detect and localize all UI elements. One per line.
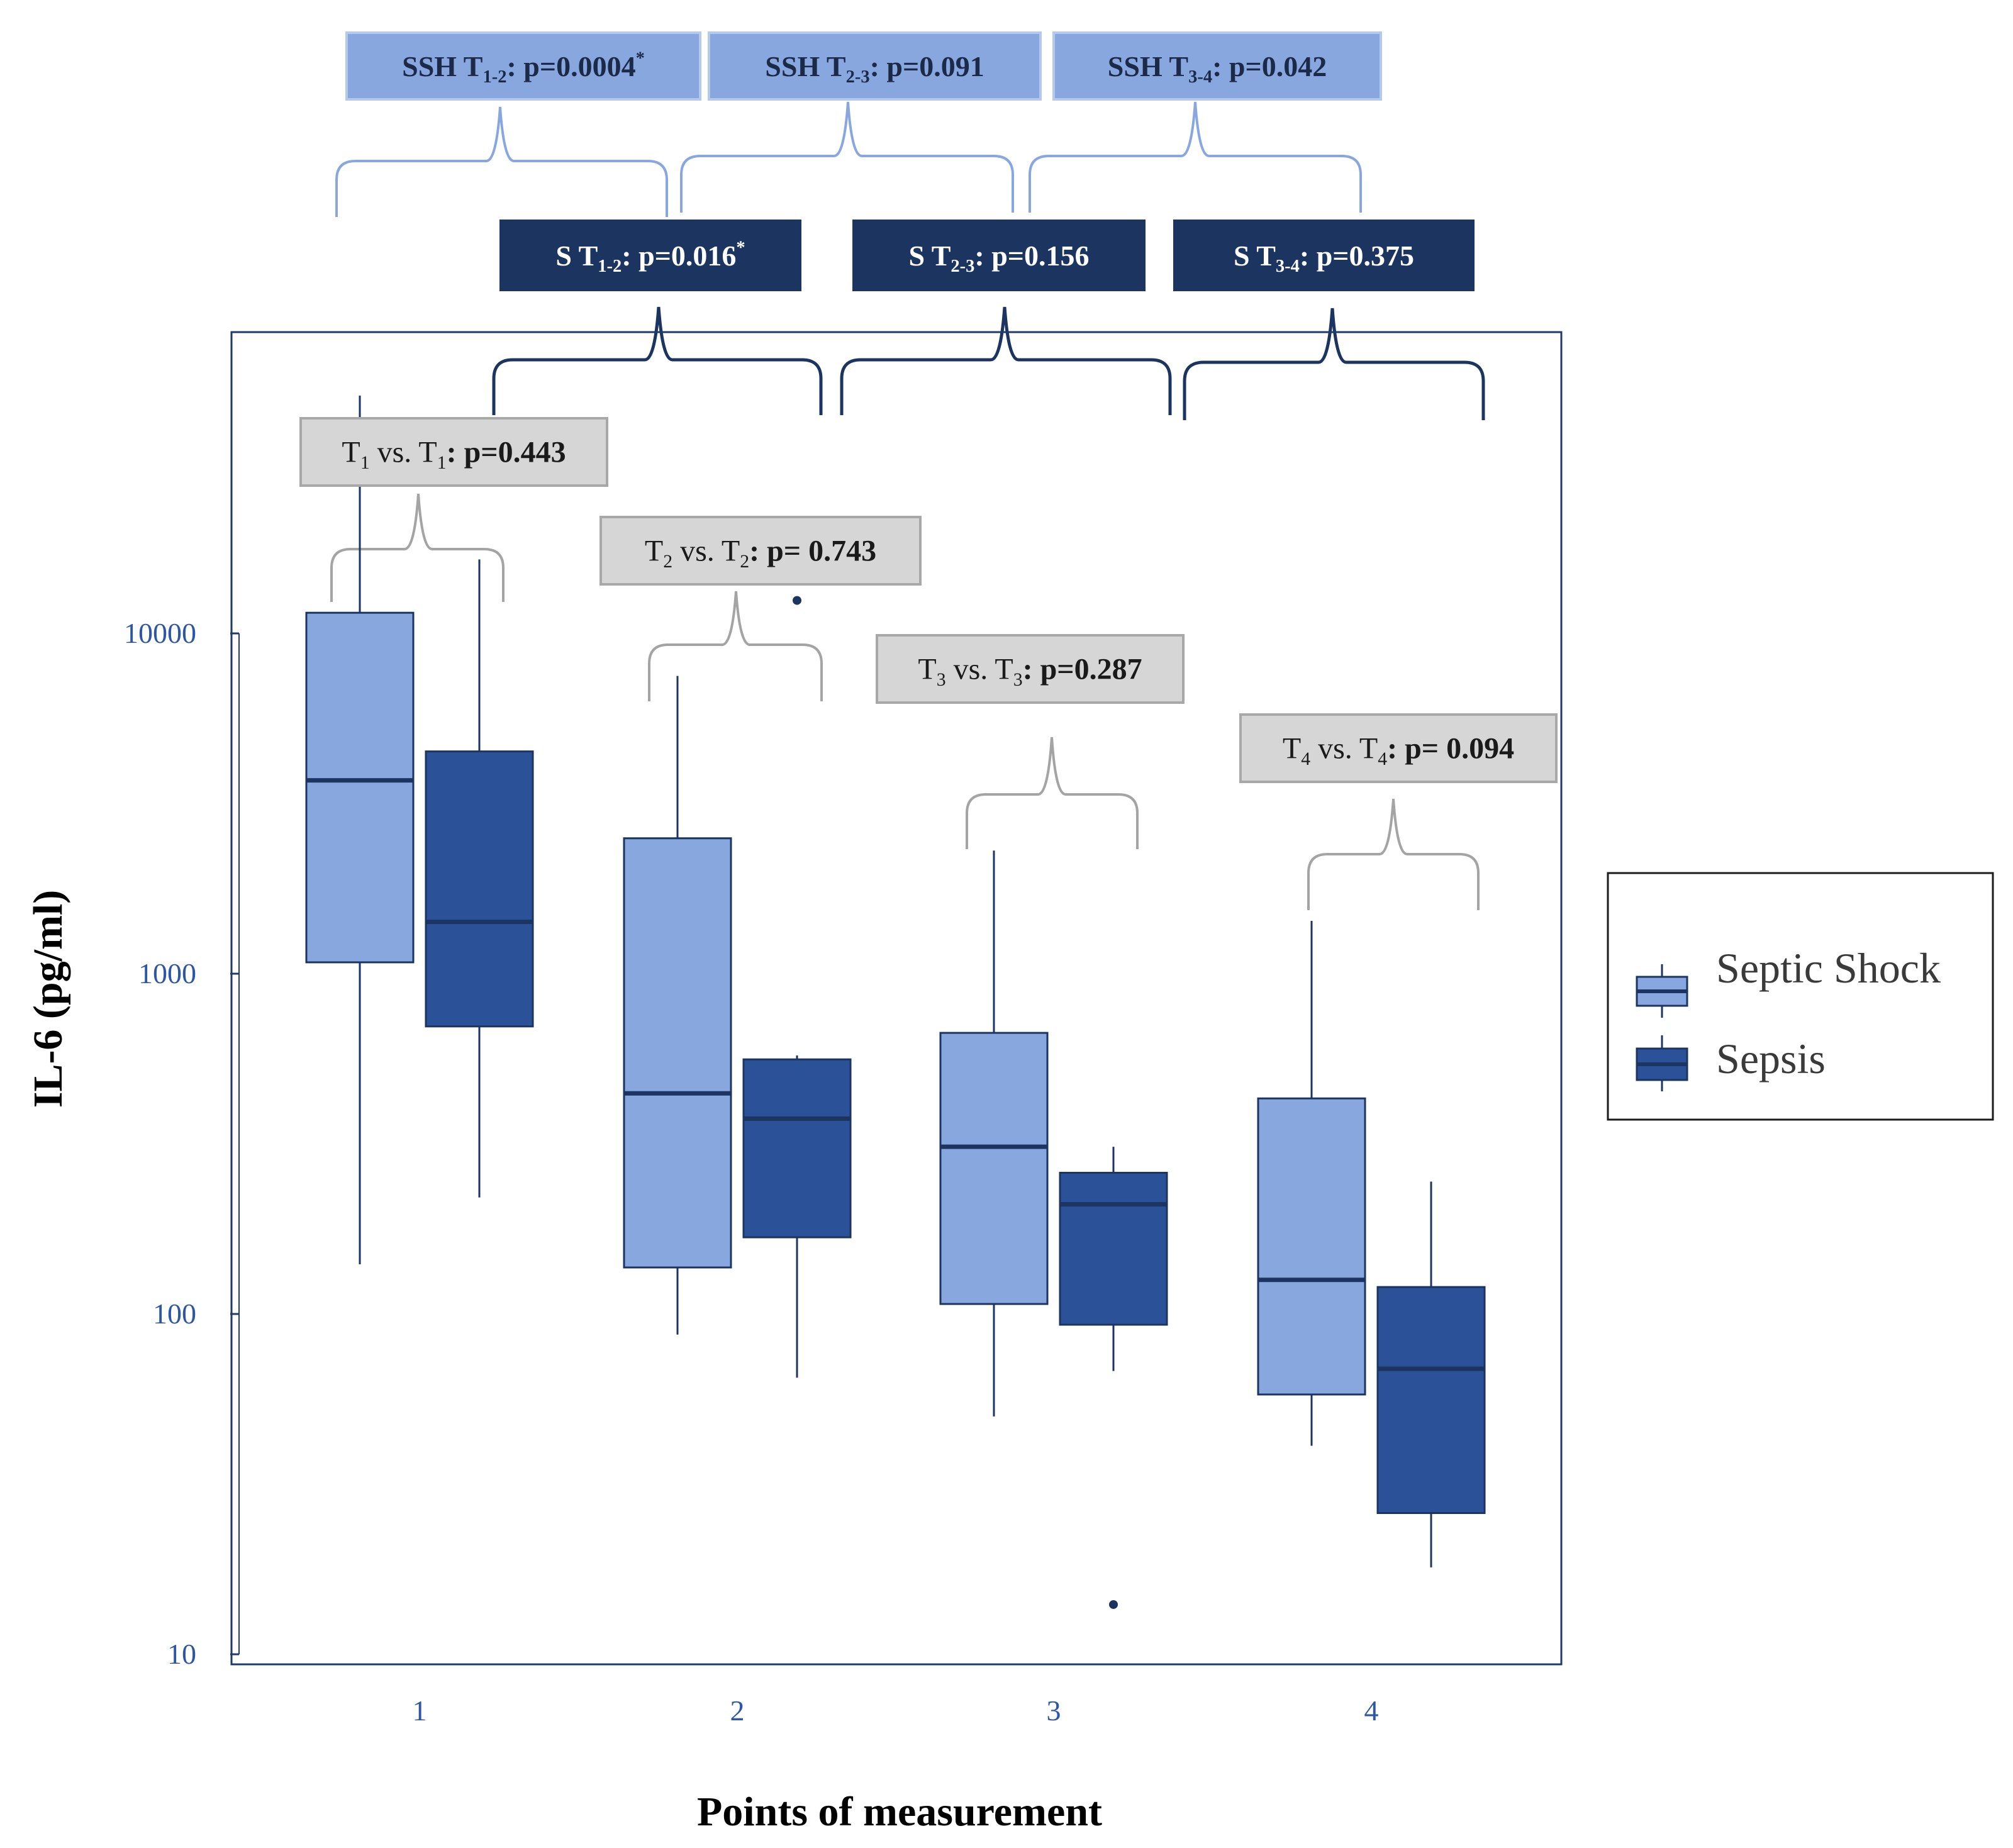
label-s-between: S T2-3: p=0.156 [852, 220, 1146, 291]
bracket-t3-vs-t3 [966, 737, 1139, 849]
label-group-comparison-box [299, 417, 608, 487]
label-ssh-between: SSH T2-3: p=0.091 [708, 31, 1042, 101]
sepsis-box [742, 1058, 852, 1238]
x-tick-label: 2 [730, 1695, 745, 1727]
label-s-between-box [852, 220, 1146, 291]
label-s-between: S T1-2: p=0.016* [499, 220, 801, 291]
y-tick-label: 100 [153, 1298, 196, 1330]
label-group-comparison-text: T4 vs. T4: p= 0.094 [1283, 732, 1514, 770]
septic-shock-box [1257, 1097, 1366, 1396]
sepsis-box [1059, 1171, 1168, 1326]
legend: Septic Shock Sepsis [1607, 872, 1994, 1121]
x-tick-label: 3 [1047, 1695, 1061, 1727]
label-group-comparison-text: T2 vs. T2: p= 0.743 [645, 535, 876, 572]
y-axis: 10 100 1000 10000 [124, 617, 240, 1670]
bracket-t4-vs-t4 [1307, 798, 1480, 910]
x-tick-label: 1 [413, 1695, 427, 1727]
label-group-comparison-text: T3 vs. T3: p=0.287 [918, 653, 1142, 691]
sepsis-outlier [793, 596, 801, 605]
label-group-comparison-box [599, 516, 922, 586]
label-group-comparison: T3 vs. T3: p=0.287 [876, 634, 1185, 704]
bracket-ssh-t3-4 [1029, 101, 1362, 213]
label-group-comparison-box [876, 634, 1185, 704]
label-ssh-between-text: SSH T1-2: p=0.0004* [402, 49, 645, 87]
y-tick-label: 10000 [124, 617, 196, 649]
x-tick-label: 4 [1364, 1695, 1379, 1727]
label-ssh-between-box [345, 31, 701, 101]
label-s-between-text: S T2-3: p=0.156 [908, 240, 1089, 276]
label-s-between: S T3-4: p=0.375 [1173, 220, 1475, 291]
bracket-s-t3-4 [1183, 308, 1485, 420]
septic-shock-box [939, 1032, 1049, 1305]
annotation-labels: SSH T1-2: p=0.0004* SSH T2-3: p=0.091 SSH … [299, 31, 1558, 783]
label-ssh-between-box [1052, 31, 1382, 101]
label-ssh-between: SSH T1-2: p=0.0004* [345, 31, 701, 101]
bracket-s-t2-3 [840, 306, 1172, 415]
sepsis-outlier [1109, 1600, 1118, 1609]
label-ssh-between: SSH T3-4: p=0.042 [1052, 31, 1382, 101]
significance-brackets [330, 101, 1485, 910]
bracket-ssh-t2-3 [680, 101, 1014, 213]
y-axis-title: IL-6 (pg/ml) [25, 890, 71, 1108]
bracket-s-t1-2 [492, 306, 823, 415]
label-ssh-between-text: SSH T3-4: p=0.042 [1108, 50, 1327, 87]
sepsis-box [1376, 1286, 1486, 1514]
y-tick-label: 10 [167, 1638, 196, 1670]
legend-label-sepsis: Sepsis [1716, 1035, 1826, 1083]
bracket-t2-vs-t2 [648, 591, 823, 701]
label-s-between-box [499, 220, 801, 291]
label-group-comparison-text: T1 vs. T1: p=0.443 [342, 436, 566, 474]
legend-label-septic-shock: Septic Shock [1716, 944, 1941, 992]
label-ssh-between-box [708, 31, 1042, 101]
septic-shock-box [305, 611, 415, 964]
label-group-comparison-box [1239, 713, 1558, 783]
bracket-ssh-t1-2 [335, 106, 668, 217]
label-s-between-text: S T3-4: p=0.375 [1234, 240, 1414, 276]
label-ssh-between-text: SSH T2-3: p=0.091 [765, 50, 984, 87]
bracket-t1-vs-t1 [330, 493, 505, 602]
x-axis: 1 2 3 4 [413, 1695, 1379, 1727]
y-tick-label: 1000 [138, 957, 196, 989]
label-group-comparison: T4 vs. T4: p= 0.094 [1239, 713, 1558, 783]
label-s-between-text: S T1-2: p=0.016* [555, 238, 745, 276]
plot-frame [230, 331, 1563, 1666]
label-group-comparison: T2 vs. T2: p= 0.743 [599, 516, 922, 586]
septic-shock-box [623, 837, 732, 1269]
label-group-comparison: T1 vs. T1: p=0.443 [299, 417, 608, 487]
x-axis-title: Points of measurement [697, 1789, 1102, 1835]
sepsis-box [425, 750, 534, 1028]
label-s-between-box [1173, 220, 1475, 291]
box-series [305, 395, 1486, 1609]
